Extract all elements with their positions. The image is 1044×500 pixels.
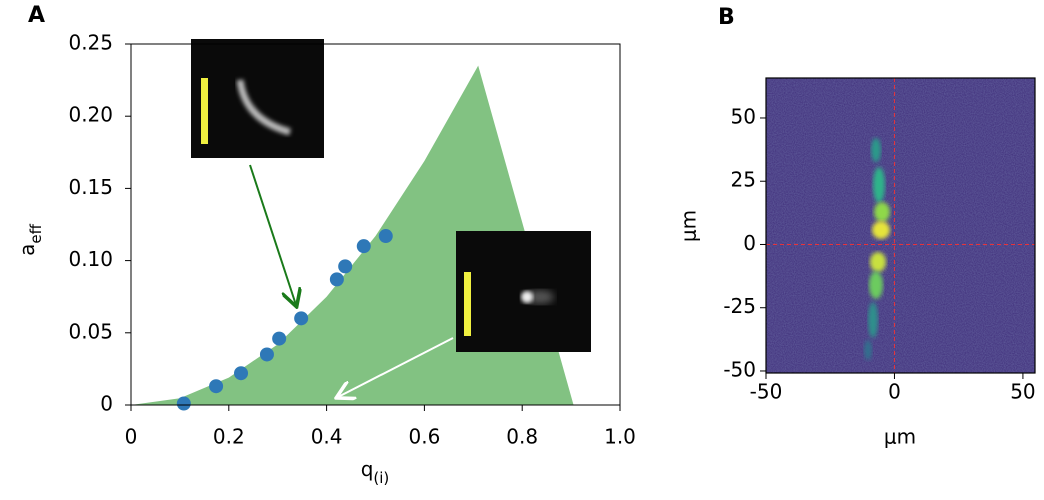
x-tick-label: -50: [750, 380, 783, 404]
image-signal: [874, 202, 890, 222]
image-signal: [868, 302, 878, 338]
image-signal: [871, 138, 881, 162]
panel-label: B: [718, 5, 735, 30]
panel-label: A: [28, 3, 45, 28]
data-point: [259, 347, 274, 362]
y-tick-label: 50: [731, 104, 756, 128]
x-axis-label: q(i): [361, 457, 390, 487]
y-tick-label: 25: [731, 168, 756, 192]
data-point: [234, 366, 249, 381]
x-axis-label-main: q: [361, 457, 374, 481]
data-point: [378, 229, 393, 244]
y-tick-label: 0.10: [68, 247, 113, 271]
data-point: [209, 379, 224, 394]
image-signal: [872, 221, 890, 239]
image-signal: [873, 167, 885, 203]
y-tick-label: 0: [743, 231, 756, 255]
image-signal: [864, 340, 872, 360]
x-tick-label: 50: [1010, 380, 1035, 404]
arrow: [249, 164, 296, 305]
data-point: [329, 272, 344, 287]
x-tick-label: 1.0: [604, 425, 636, 449]
data-point: [356, 239, 371, 254]
scale-bar: [464, 272, 471, 336]
plot-frame: [130, 43, 621, 406]
data-point: [338, 259, 353, 274]
panel-b: -50 0 50 -50 -25 0 25 50: [723, 77, 1036, 404]
inset-image: [191, 39, 324, 158]
data-point: [176, 396, 191, 411]
arrow: [338, 337, 454, 397]
x-tick-label: 0.2: [213, 425, 245, 449]
y-axis-label: μm: [677, 210, 701, 242]
y-tick-label: -50: [723, 357, 756, 381]
scale-bar: [201, 78, 208, 144]
y-axis-label-main: a: [15, 244, 39, 256]
data-point: [294, 311, 309, 326]
y-tick-label: 0.25: [68, 31, 113, 55]
x-tick-label: 0: [888, 380, 901, 404]
y-tick-label: 0.05: [68, 319, 113, 343]
x-axis-label-sub: (i): [373, 469, 389, 487]
y-axis-label-sub: eff: [27, 223, 45, 243]
y-tick-label: 0.20: [68, 103, 113, 127]
y-tick-label: 0: [100, 392, 113, 416]
inset-signal: [521, 291, 533, 303]
image-signal: [870, 252, 886, 272]
y-axis-label: aeff: [15, 223, 45, 255]
x-tick-label: 0.8: [506, 425, 538, 449]
inset-signal: [236, 79, 291, 136]
x-tick-label: 0.4: [311, 425, 343, 449]
image-noise: [766, 78, 1035, 373]
inset-signal: [526, 290, 554, 304]
inset-image: [456, 231, 591, 352]
y-tick-label: 0.15: [68, 175, 113, 199]
y-tick-label: -25: [723, 294, 756, 318]
x-tick-label: 0: [125, 425, 138, 449]
image-signal: [869, 271, 883, 299]
x-tick-label: 0.6: [408, 425, 440, 449]
data-point: [272, 331, 287, 346]
x-axis-label: μm: [884, 425, 916, 449]
plot-frame: [765, 77, 1036, 374]
panel-a: 0 0.2 0.4 0.6 0.8 1.0 0 0.05 0.10 0.15 0.20 0.25: [68, 31, 635, 449]
